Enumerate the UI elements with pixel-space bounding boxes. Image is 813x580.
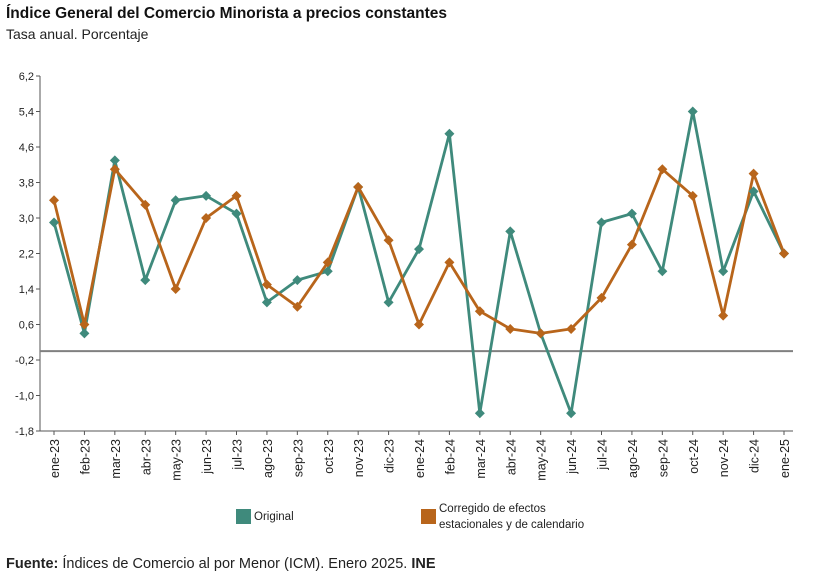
y-tick-label: 5,4 xyxy=(19,107,34,119)
data-point-corrected xyxy=(474,306,485,317)
data-point-original xyxy=(566,408,577,419)
data-point-corrected xyxy=(49,195,59,206)
y-tick-label: -0,2 xyxy=(15,355,34,367)
x-tick-label: sep-23 xyxy=(291,439,305,477)
source-org: INE xyxy=(411,556,436,572)
data-point-corrected xyxy=(170,284,181,294)
data-point-corrected xyxy=(353,181,364,192)
x-tick-label: mar-24 xyxy=(474,439,488,479)
data-point-original xyxy=(170,195,181,206)
line-chart: 6,2 5,4 4,6 3,8 3,0 2,2 1,4 0,6 -0,2 -1,0 -1,8 ene-… xyxy=(15,71,793,481)
data-point-original xyxy=(657,266,668,277)
data-point-original xyxy=(292,275,303,286)
x-tick-label: ene-24 xyxy=(413,439,427,478)
x-tick-label: may-24 xyxy=(535,439,549,481)
x-tick-label: ene-23 xyxy=(48,439,62,478)
data-point-corrected xyxy=(79,319,90,330)
chart-subtitle: Tasa anual. Porcentaje xyxy=(6,26,149,42)
data-point-corrected xyxy=(748,168,759,179)
x-tick-label: sep-24 xyxy=(656,439,670,477)
data-point-original xyxy=(718,266,729,277)
data-point-corrected xyxy=(626,239,637,250)
y-tick-label: 3,8 xyxy=(19,178,34,190)
x-tick-label: nov-24 xyxy=(717,439,731,477)
legend-swatch-original xyxy=(236,509,251,524)
data-point-corrected xyxy=(657,164,668,175)
data-point-corrected xyxy=(566,323,577,334)
source-text: Índices de Comercio al por Menor (ICM). … xyxy=(62,556,408,572)
data-point-original xyxy=(49,217,59,228)
x-tick-label: may-23 xyxy=(170,439,184,481)
data-point-original xyxy=(505,226,516,237)
x-tick-label: nov-23 xyxy=(352,439,366,477)
x-tick-label: abr-24 xyxy=(504,439,518,475)
x-tick-label: oct-24 xyxy=(687,439,701,474)
legend-swatch-corrected xyxy=(421,509,436,524)
x-tick-label: jun-23 xyxy=(200,439,214,475)
data-point-corrected xyxy=(779,248,789,259)
data-point-corrected xyxy=(292,301,303,312)
data-point-corrected xyxy=(687,190,698,201)
y-tick-label: -1,0 xyxy=(15,391,34,403)
legend-label-corrected-line1: Corregido de efectos xyxy=(439,503,546,515)
x-tick-label: feb-23 xyxy=(78,439,92,474)
data-point-corrected xyxy=(596,292,607,303)
x-tick-label: feb-24 xyxy=(443,439,457,474)
x-tick-label: jul-24 xyxy=(596,439,610,471)
y-tick-label: 6,2 xyxy=(19,71,34,83)
x-tick-label: ene-25 xyxy=(778,439,792,478)
source-label: Fuente: xyxy=(6,556,59,572)
data-point-corrected xyxy=(261,279,272,290)
x-tick-label: ago-24 xyxy=(626,439,640,478)
data-point-corrected xyxy=(414,319,424,330)
y-tick-label: 4,6 xyxy=(19,142,34,154)
data-point-corrected xyxy=(140,199,151,210)
x-tick-label: dic-23 xyxy=(383,439,397,473)
data-point-corrected xyxy=(231,190,242,201)
x-tick-label: jul-23 xyxy=(231,439,245,471)
data-point-corrected xyxy=(535,328,546,339)
data-point-corrected xyxy=(505,323,516,334)
y-tick-label: -1,8 xyxy=(15,426,34,438)
data-point-corrected xyxy=(444,257,455,268)
y-tick-label: 0,6 xyxy=(19,320,34,332)
data-point-original xyxy=(748,186,759,197)
x-tick-label: jun-24 xyxy=(565,439,579,475)
data-point-corrected xyxy=(201,213,212,223)
x-tick-label: oct-23 xyxy=(322,439,336,474)
data-point-original xyxy=(109,155,120,166)
data-point-corrected xyxy=(109,164,120,175)
data-point-original xyxy=(626,208,637,219)
data-point-original xyxy=(140,275,151,286)
data-point-original xyxy=(322,266,333,277)
data-point-corrected xyxy=(383,235,394,246)
data-point-original xyxy=(687,106,698,117)
chart-title: Índice General del Comercio Minorista a … xyxy=(6,5,448,22)
data-point-original xyxy=(444,128,455,139)
data-point-original xyxy=(201,190,212,201)
x-tick-label: abr-23 xyxy=(139,439,153,475)
source-note: Fuente: Índices de Comercio al por Menor… xyxy=(6,556,436,572)
y-tick-label: 2,2 xyxy=(19,249,34,261)
series-line-original xyxy=(52,110,786,415)
data-point-original xyxy=(383,297,394,308)
y-tick-label: 1,4 xyxy=(19,284,34,296)
data-point-original xyxy=(231,208,242,219)
x-tick-label: dic-24 xyxy=(748,439,762,473)
data-point-original xyxy=(261,297,272,308)
data-point-original xyxy=(596,217,607,228)
legend-label-original: Original xyxy=(254,511,294,523)
data-point-original xyxy=(474,408,485,419)
data-point-original xyxy=(79,328,90,339)
data-point-original xyxy=(414,244,424,255)
data-point-corrected xyxy=(322,257,333,268)
data-point-corrected xyxy=(718,310,729,321)
legend-label-corrected-line2: estacionales y de calendario xyxy=(439,519,585,531)
x-tick-label: mar-23 xyxy=(109,439,123,479)
y-tick-label: 3,0 xyxy=(19,213,34,225)
x-tick-label: ago-23 xyxy=(261,439,275,478)
